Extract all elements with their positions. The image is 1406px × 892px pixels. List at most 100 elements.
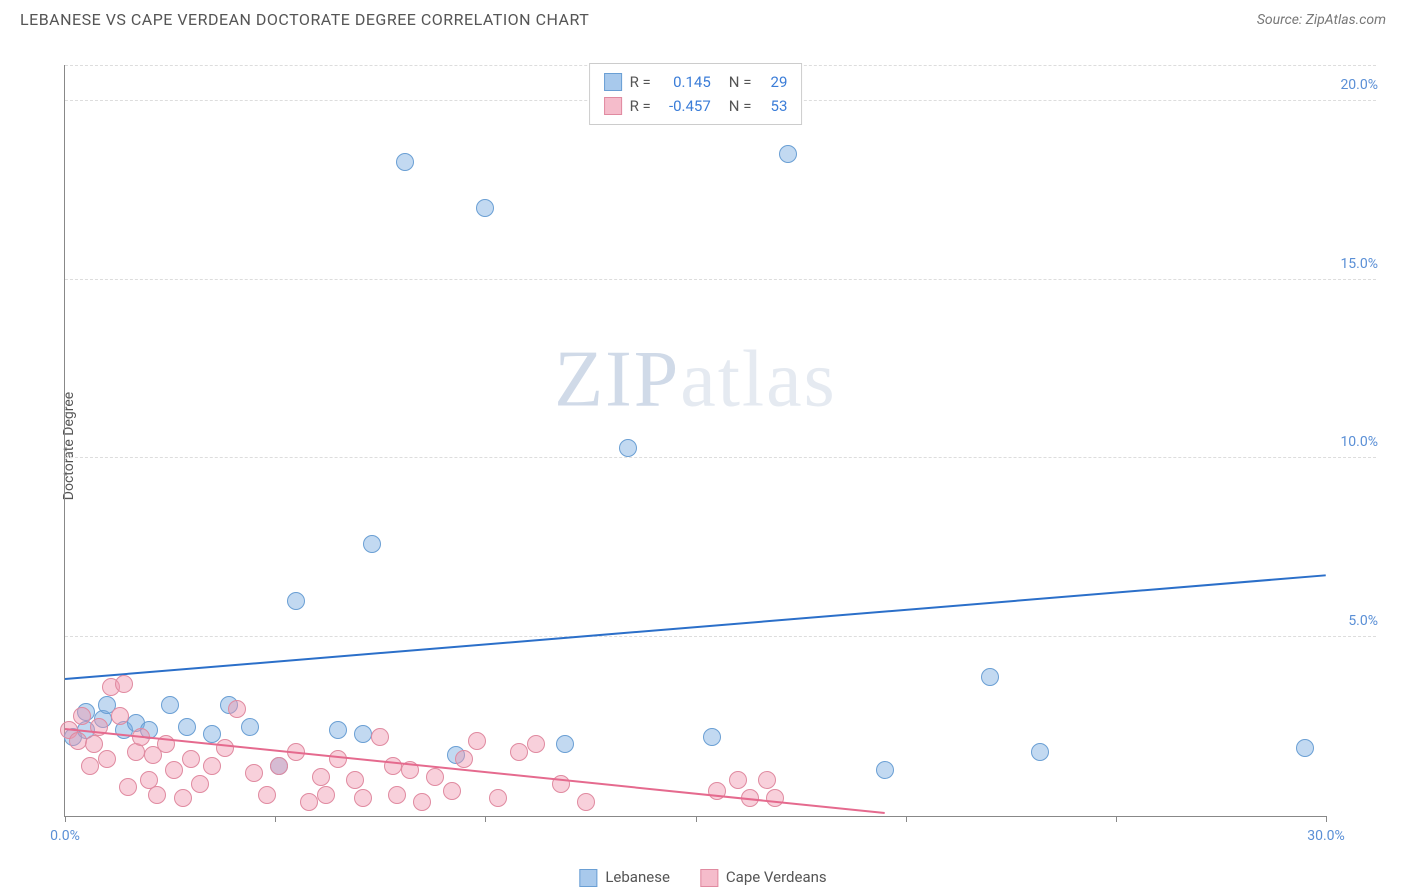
r-value: -0.457 <box>659 94 711 118</box>
data-point <box>527 735 545 753</box>
data-point <box>556 735 574 753</box>
data-point <box>178 718 196 736</box>
data-point <box>241 718 259 736</box>
data-point <box>182 750 200 768</box>
data-point <box>119 778 137 796</box>
stats-legend-row: R = 0.145 N = 29 <box>604 70 788 94</box>
r-label: R = <box>630 94 651 118</box>
r-value: 0.145 <box>659 70 711 94</box>
gridline <box>65 457 1376 458</box>
data-point <box>69 732 87 750</box>
x-tick <box>65 816 66 822</box>
watermark: ZIPatlas <box>554 335 837 426</box>
stats-legend-row: R = -0.457 N = 53 <box>604 94 788 118</box>
data-point <box>81 757 99 775</box>
data-point <box>443 782 461 800</box>
x-tick <box>906 816 907 822</box>
data-point <box>981 668 999 686</box>
legend-swatch <box>579 869 597 887</box>
data-point <box>98 750 116 768</box>
data-point <box>148 786 166 804</box>
data-point <box>388 786 406 804</box>
chart-area: Doctorate Degree ZIPatlas R =0.145N =29R… <box>20 45 1386 847</box>
data-point <box>758 771 776 789</box>
data-point <box>73 707 91 725</box>
data-point <box>766 789 784 807</box>
chart-header: LEBANESE VS CAPE VERDEAN DOCTORATE DEGRE… <box>0 0 1406 37</box>
legend-swatch <box>604 73 622 91</box>
data-point <box>619 439 637 457</box>
chart-source: Source: ZipAtlas.com <box>1257 12 1386 28</box>
n-label: N = <box>729 70 752 94</box>
watermark-atlas: atlas <box>680 336 837 424</box>
data-point <box>876 761 894 779</box>
data-point <box>165 761 183 779</box>
data-point <box>245 764 263 782</box>
gridline <box>65 636 1376 637</box>
data-point <box>346 771 364 789</box>
data-point <box>1296 739 1314 757</box>
x-tick <box>275 816 276 822</box>
data-point <box>577 793 595 811</box>
y-tick-label: 5.0% <box>1348 613 1378 629</box>
y-tick-label: 20.0% <box>1340 77 1378 93</box>
data-point <box>287 592 305 610</box>
data-point <box>354 789 372 807</box>
data-point <box>510 743 528 761</box>
watermark-zip: ZIP <box>554 336 680 424</box>
y-tick-label: 10.0% <box>1340 434 1378 450</box>
data-point <box>111 707 129 725</box>
data-point <box>455 750 473 768</box>
stats-legend: R = 0.145 N = 29 R = -0.457 N = 53 <box>589 63 803 125</box>
data-point <box>161 696 179 714</box>
data-point <box>371 728 389 746</box>
data-point <box>476 199 494 217</box>
data-point <box>228 700 246 718</box>
chart-title: LEBANESE VS CAPE VERDEAN DOCTORATE DEGRE… <box>20 10 589 29</box>
data-point <box>174 789 192 807</box>
data-point <box>203 757 221 775</box>
n-label: N = <box>729 94 752 118</box>
data-point <box>396 153 414 171</box>
data-point <box>317 786 335 804</box>
x-tick <box>1116 816 1117 822</box>
series-legend: Lebanese Cape Verdeans <box>579 868 826 887</box>
x-tick-label: 30.0% <box>1307 828 1345 844</box>
x-tick-label: 0.0% <box>50 828 80 844</box>
data-point <box>191 775 209 793</box>
data-point <box>489 789 507 807</box>
x-tick <box>485 816 486 822</box>
trend-line <box>65 574 1326 680</box>
data-point <box>468 732 486 750</box>
legend-item: Lebanese <box>579 868 670 887</box>
data-point <box>363 535 381 553</box>
data-point <box>115 675 133 693</box>
data-point <box>312 768 330 786</box>
legend-swatch <box>604 97 622 115</box>
data-point <box>329 750 347 768</box>
n-value: 53 <box>759 94 787 118</box>
data-point <box>779 145 797 163</box>
data-point <box>258 786 276 804</box>
data-point <box>703 728 721 746</box>
y-tick-label: 15.0% <box>1340 256 1378 272</box>
legend-item: Cape Verdeans <box>700 868 827 887</box>
data-point <box>1031 743 1049 761</box>
data-point <box>329 721 347 739</box>
data-point <box>384 757 402 775</box>
plot-region: ZIPatlas R =0.145N =29R =-0.457N =53 5.0… <box>64 65 1326 817</box>
legend-swatch <box>700 869 718 887</box>
data-point <box>300 793 318 811</box>
data-point <box>729 771 747 789</box>
n-value: 29 <box>759 70 787 94</box>
data-point <box>426 768 444 786</box>
data-point <box>354 725 372 743</box>
r-label: R = <box>630 70 651 94</box>
data-point <box>413 793 431 811</box>
data-point <box>216 739 234 757</box>
data-point <box>270 757 288 775</box>
x-tick <box>696 816 697 822</box>
legend-label: Lebanese <box>605 868 670 886</box>
legend-label: Cape Verdeans <box>726 868 827 886</box>
gridline <box>65 279 1376 280</box>
